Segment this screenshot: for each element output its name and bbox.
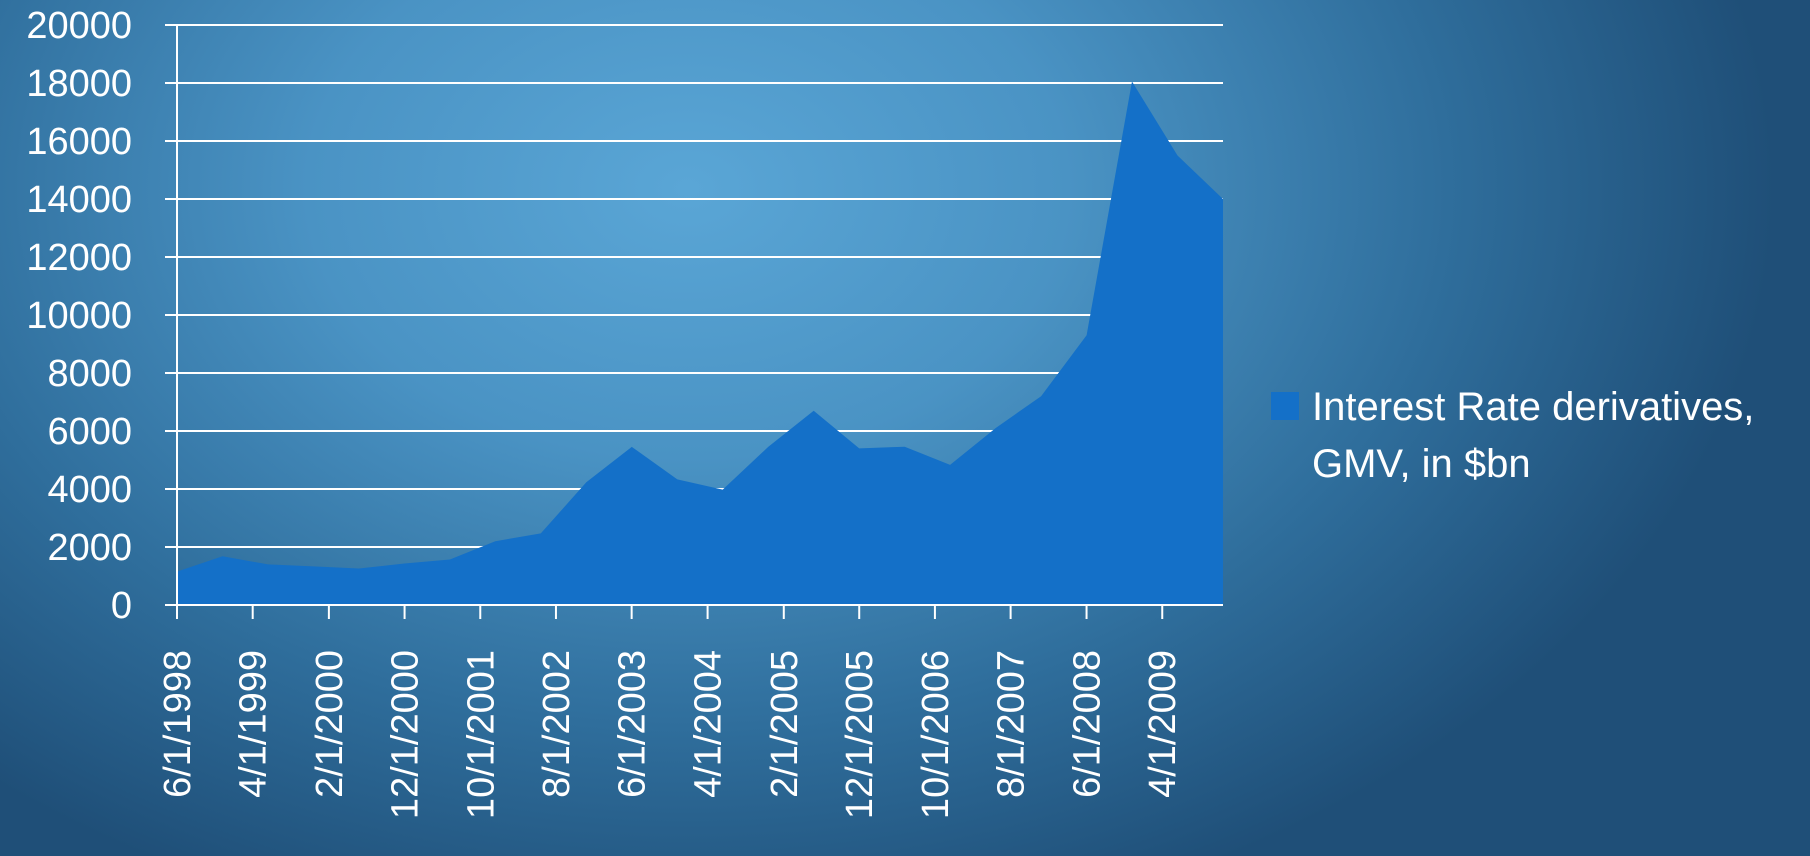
legend-label-line1: Interest Rate derivatives, [1312,385,1754,429]
y-tick-labels: 0 2000 4000 6000 8000 10000 12000 14000 16000 180… [26,5,132,627]
legend-label-line2: GMV, in $bn [1312,442,1531,486]
y-tick-label: 18000 [26,63,132,105]
y-tick-label: 20000 [26,5,132,47]
y-tick-label: 12000 [26,237,132,279]
x-tick-label: 10/1/2001 [460,650,502,819]
x-tick-label: 10/1/2006 [915,650,957,819]
x-tick-label: 2/1/2000 [309,650,351,798]
y-tick-label: 10000 [26,295,132,337]
axes [165,24,1223,619]
legend: Interest Rate derivatives, GMV, in $bn [1271,385,1754,486]
x-tick-label: 12/1/2000 [385,650,427,819]
x-tick-label: 6/1/2008 [1067,650,1109,798]
area-series-fill [177,81,1223,605]
y-tick-label: 2000 [47,527,132,569]
x-tick-label: 8/1/2002 [536,650,578,798]
y-tick-label: 8000 [47,353,132,395]
x-tick-label: 4/1/2009 [1142,650,1184,798]
x-tick-label: 4/1/1999 [233,650,275,798]
x-tick-label: 6/1/1998 [157,650,199,798]
x-tick-label: 8/1/2007 [991,650,1033,798]
area-series [177,81,1223,605]
x-tick-label: 2/1/2005 [764,650,806,798]
y-tick-label: 14000 [26,179,132,221]
y-tick-label: 16000 [26,121,132,163]
y-tick-label: 4000 [47,469,132,511]
gridlines [177,24,1223,548]
x-tick-labels: 6/1/1998 4/1/1999 2/1/2000 12/1/2000 10/1/20… [157,650,1184,819]
x-tick-label: 12/1/2005 [839,650,881,819]
y-tick-label: 6000 [47,411,132,453]
x-tick-label: 6/1/2003 [612,650,654,798]
y-tick-label: 0 [111,585,132,627]
x-tick-label: 4/1/2004 [688,650,730,798]
legend-swatch [1271,392,1299,420]
